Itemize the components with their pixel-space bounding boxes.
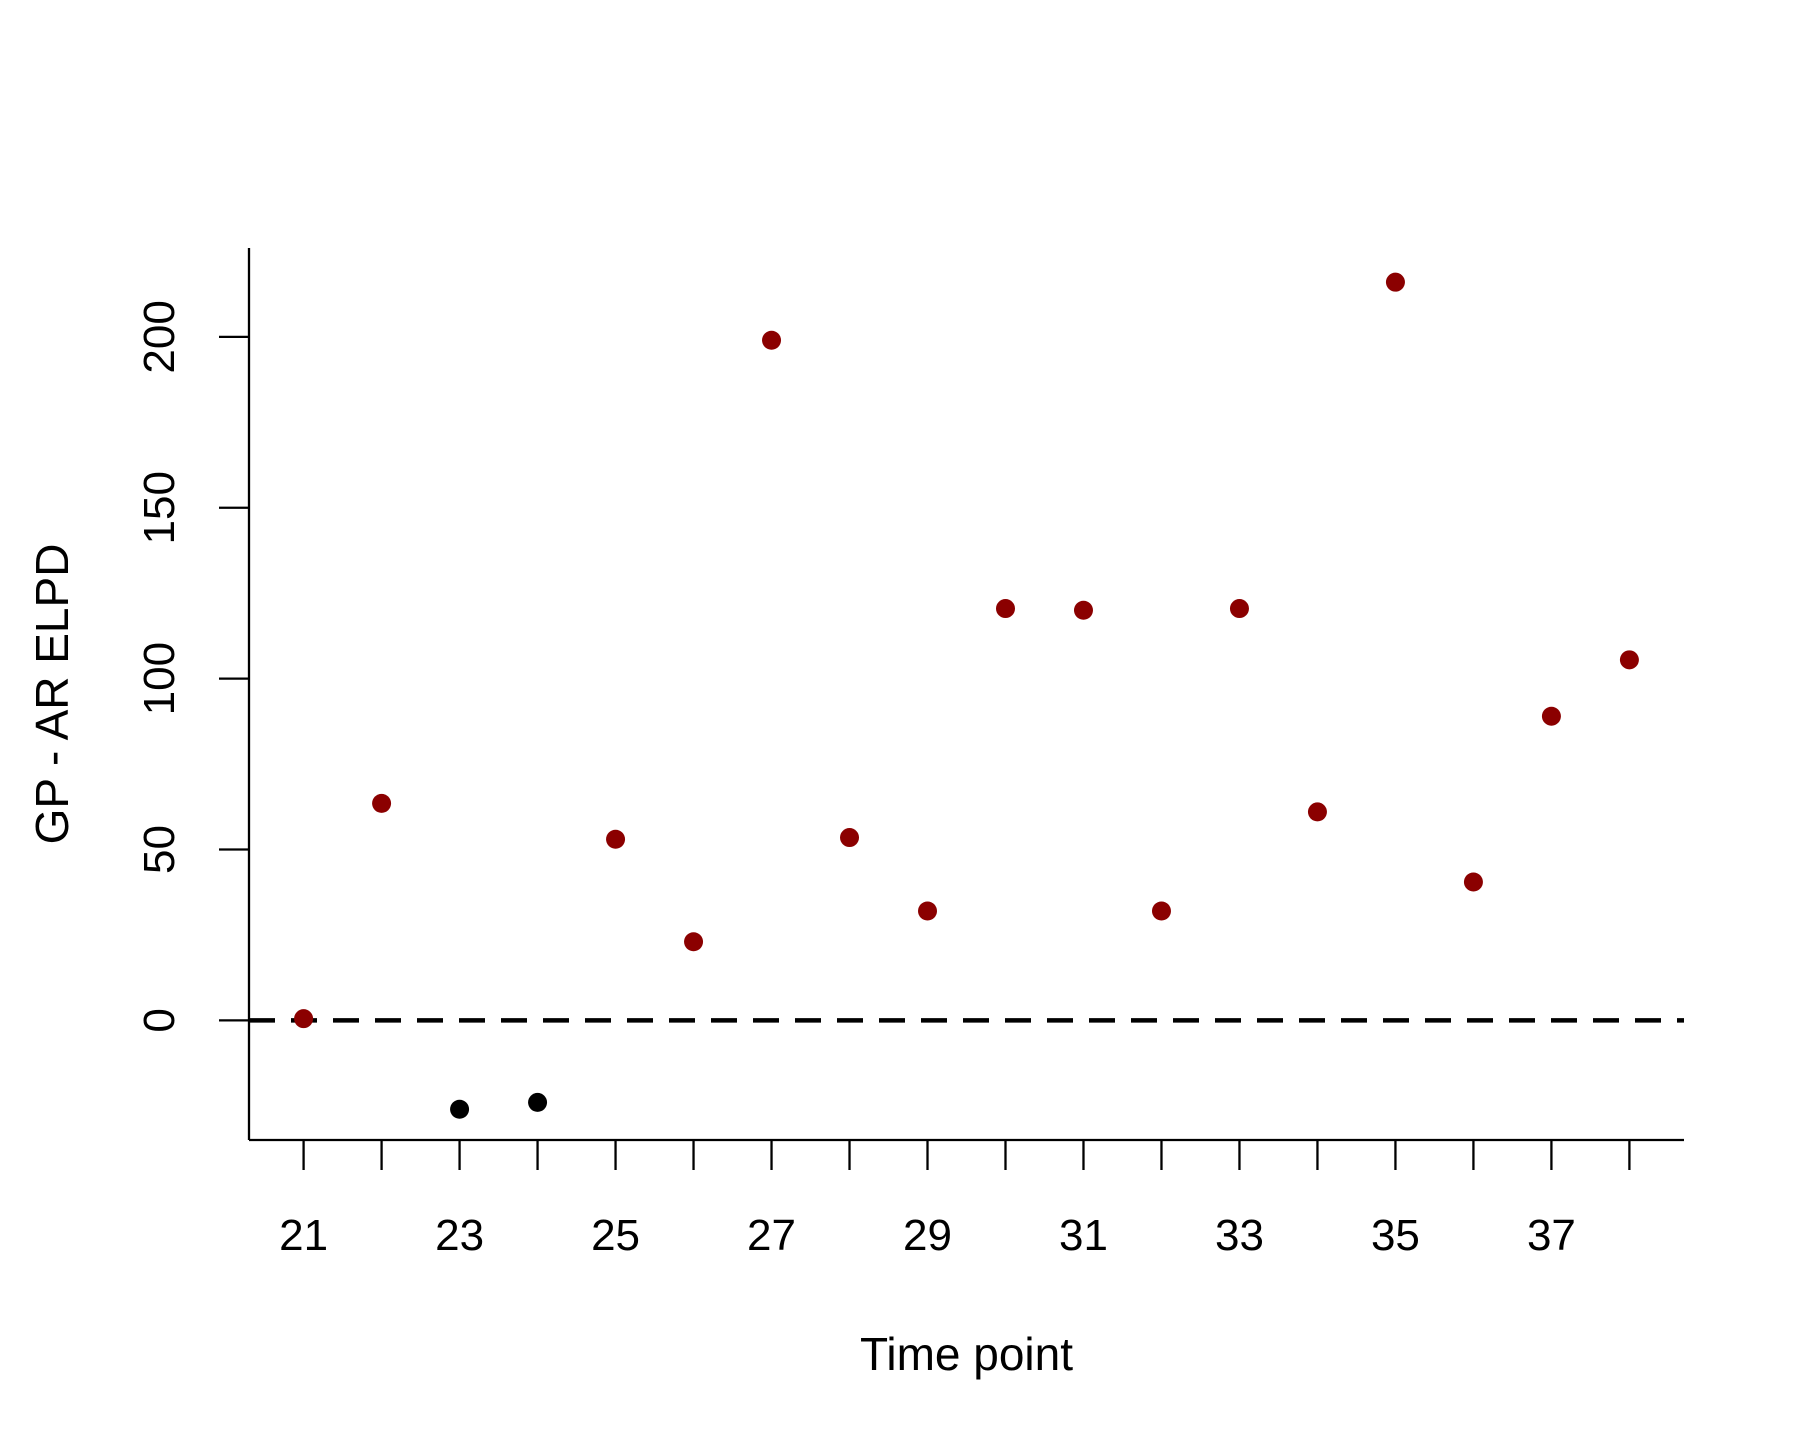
x-tick-label: 27 [747, 1211, 796, 1260]
x-tick-label: 37 [1527, 1211, 1576, 1260]
data-point [840, 828, 860, 848]
data-point [450, 1099, 470, 1119]
data-point [684, 932, 704, 952]
x-tick-label: 29 [903, 1211, 952, 1260]
axes [247, 248, 1684, 1142]
data-point [918, 901, 938, 921]
y-ticks: 0 50 100 150 200 [135, 300, 249, 1033]
x-tick-label: 21 [279, 1211, 328, 1260]
y-tick-label: 100 [135, 642, 184, 715]
x-tick-label: 31 [1059, 1211, 1108, 1260]
data-point [372, 793, 392, 813]
data-point [1385, 272, 1405, 292]
data-point [1073, 600, 1093, 620]
data-point [528, 1092, 548, 1112]
data-point [606, 829, 626, 849]
x-tick-label: 25 [591, 1211, 640, 1260]
y-tick-label: 150 [135, 471, 184, 544]
data-point [1541, 706, 1561, 726]
data-point [1151, 901, 1171, 921]
y-axis-title: GP - AR ELPD [26, 544, 78, 845]
y-tick-label: 0 [135, 1008, 184, 1032]
data-point [1229, 599, 1249, 619]
data-point [1619, 650, 1639, 670]
x-tick-label: 35 [1371, 1211, 1420, 1260]
data-point [995, 599, 1015, 619]
data-point [762, 330, 782, 350]
x-tick-label: 23 [435, 1211, 484, 1260]
data-point [1463, 872, 1483, 892]
data-point [294, 1009, 314, 1029]
x-axis-title: Time point [860, 1328, 1073, 1380]
data-point [1307, 802, 1327, 822]
y-tick-label: 200 [135, 300, 184, 373]
y-tick-label: 50 [135, 825, 184, 874]
x-ticks: 21 23 25 27 29 31 33 35 37 [279, 1140, 1631, 1260]
x-tick-label: 33 [1215, 1211, 1264, 1260]
data-points [294, 272, 1639, 1119]
